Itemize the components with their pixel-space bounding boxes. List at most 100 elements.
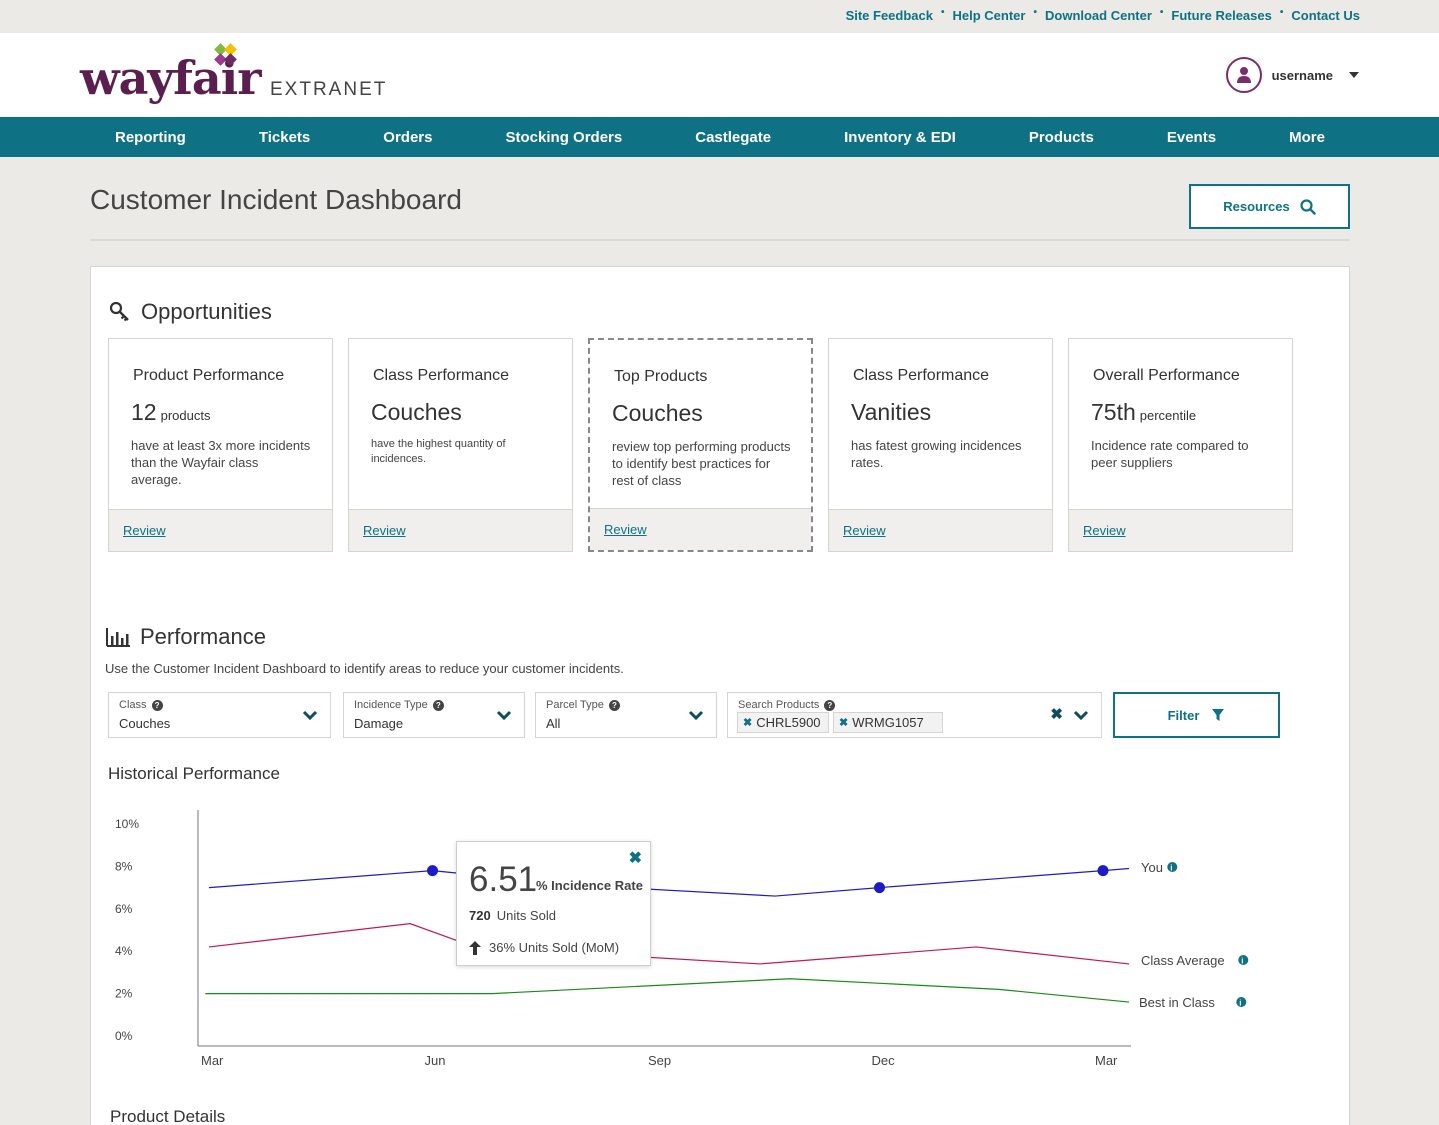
chip-label: CHRL5900	[756, 715, 821, 730]
opportunity-card[interactable]: Class Performance Vanities has fatest grow…	[828, 338, 1053, 552]
nav-item[interactable]: Tickets	[258, 128, 311, 146]
historical-performance-title: Historical Performance	[108, 764, 280, 783]
info-icon	[1236, 997, 1247, 1007]
link-separator: •	[1279, 7, 1284, 18]
logo-extranet: EXTRANET	[270, 79, 388, 100]
chevron-down-icon[interactable]	[1073, 709, 1089, 721]
remove-chip-icon[interactable]: ✖	[743, 717, 753, 729]
nav-item[interactable]: Products	[1028, 128, 1094, 146]
class-label-text: Class	[119, 699, 147, 711]
series-label: Best in Class	[1139, 995, 1215, 1010]
help-icon[interactable]: ?	[824, 699, 836, 711]
card-title: Top Products	[614, 368, 708, 385]
y-tick-label: 8%	[115, 859, 133, 873]
chevron-down-icon	[688, 710, 704, 721]
util-link[interactable]: Future Releases	[1171, 8, 1272, 23]
series-label: Class Average	[1141, 953, 1225, 968]
opportunities-heading: Opportunities	[109, 299, 272, 325]
filter-icon	[1212, 709, 1225, 721]
tooltip-units-sold: 720 Units Sold	[469, 908, 556, 923]
help-icon[interactable]: ?	[608, 699, 620, 711]
card-description: review top performing products to identi…	[612, 439, 791, 488]
tooltip-mom: 36% Units Sold (MoM)	[469, 940, 619, 955]
review-link[interactable]: Review	[604, 522, 647, 537]
opportunity-card[interactable]: Class Performance Couches have the highest…	[348, 338, 573, 552]
product-chip[interactable]: ✖ CHRL5900	[737, 712, 829, 733]
resources-button[interactable]: Resources	[1189, 184, 1350, 229]
card-title: Class Performance	[373, 367, 510, 384]
product-chip[interactable]: ✖ WRMG1057	[833, 712, 943, 733]
resources-label: Resources	[1223, 199, 1290, 214]
card-description: have at least 3x more incidents than the…	[131, 438, 311, 487]
card-big-value: Couches	[371, 399, 462, 425]
nav-item[interactable]: Stocking Orders	[505, 128, 623, 146]
review-link[interactable]: Review	[1083, 523, 1126, 538]
performance-description: Use the Customer Incident Dashboard to i…	[105, 661, 624, 676]
user-menu[interactable]: username	[1225, 57, 1359, 93]
incidence-type-select[interactable]: Incidence Type? Damage	[343, 692, 525, 738]
review-link[interactable]: Review	[363, 523, 406, 538]
nav-item[interactable]: More	[1289, 128, 1325, 146]
class-select[interactable]: Class? Couches	[108, 692, 331, 738]
bar-chart-icon	[106, 628, 130, 647]
utility-bar: Site Feedback • Help Center • Download Cente…	[0, 0, 1439, 33]
nav-item[interactable]: Orders	[383, 128, 433, 146]
user-avatar-icon	[1225, 57, 1262, 93]
card-headline: 12 products	[131, 399, 210, 426]
dashboard-panel: Opportunities Product Performance 12 produ…	[90, 266, 1350, 1125]
help-icon[interactable]: ?	[432, 699, 444, 711]
chip-label: WRMG1057	[852, 715, 924, 730]
util-link[interactable]: Contact Us	[1291, 8, 1360, 23]
search-products-select[interactable]: Search Products? ✖ CHRL5900 ✖ WRMG1057 ✖	[727, 692, 1102, 738]
arrow-up-icon	[469, 940, 481, 955]
info-icon	[1167, 862, 1178, 872]
series-point	[1097, 865, 1109, 877]
util-link[interactable]: Site Feedback	[845, 8, 933, 23]
clear-icon[interactable]: ✖	[1050, 706, 1063, 723]
parcel-label-text: Parcel Type	[546, 699, 604, 711]
tooltip-value: 6.51	[469, 860, 538, 899]
username-label: username	[1271, 67, 1333, 83]
opportunity-card[interactable]: Overall Performance 75th percentile Inciden…	[1068, 338, 1293, 552]
card-title: Product Performance	[133, 367, 285, 384]
x-tick-label: Sep	[648, 1053, 671, 1068]
wayfair-logo[interactable]: wayfair EXTRANET	[80, 41, 400, 113]
card-footer: Review	[349, 509, 572, 551]
header: wayfair EXTRANET username	[0, 33, 1439, 117]
info-icon-glyph: i	[1239, 999, 1241, 1008]
help-icon[interactable]: ?	[151, 699, 163, 711]
remove-chip-icon[interactable]: ✖	[839, 717, 849, 729]
review-link[interactable]: Review	[123, 523, 166, 538]
card-footer: Review	[1069, 509, 1292, 551]
card-big-value: Couches	[612, 400, 703, 426]
card-footer: Review	[109, 509, 332, 551]
nav-item[interactable]: Castlegate	[695, 128, 772, 146]
close-icon[interactable]: ✖	[628, 850, 642, 867]
filter-button[interactable]: Filter	[1113, 692, 1280, 738]
util-link[interactable]: Help Center	[952, 8, 1026, 23]
units-sold-label: Units Sold	[496, 908, 556, 923]
page-title: Customer Incident Dashboard	[90, 184, 462, 215]
card-big-value: Vanities	[851, 399, 932, 425]
card-footer: Review	[829, 509, 1052, 551]
y-tick-label: 0%	[115, 1029, 133, 1043]
nav-item[interactable]: Events	[1166, 128, 1217, 146]
opportunity-card[interactable]: Product Performance 12 products have at lea…	[108, 338, 333, 552]
util-link[interactable]: Download Center	[1045, 8, 1152, 23]
parcel-type-select[interactable]: Parcel Type? All	[535, 692, 717, 738]
card-headline: Couches	[371, 399, 466, 426]
search-label-text: Search Products	[738, 699, 820, 711]
x-tick-label: Dec	[872, 1053, 896, 1068]
nav-item[interactable]: Reporting	[115, 128, 186, 146]
review-link[interactable]: Review	[843, 523, 886, 538]
nav-item[interactable]: Inventory & EDI	[844, 128, 956, 146]
series-label: You	[1141, 860, 1163, 875]
series-point	[427, 865, 438, 877]
series-line	[205, 978, 1130, 1003]
y-tick-label: 6%	[115, 902, 133, 916]
card-unit: products	[160, 408, 211, 423]
card-description: has fatest growing incidences rates.	[851, 438, 1022, 470]
units-sold-value: 720	[469, 908, 491, 923]
opportunity-card[interactable]: Top Products Couches review top performing…	[588, 338, 813, 552]
